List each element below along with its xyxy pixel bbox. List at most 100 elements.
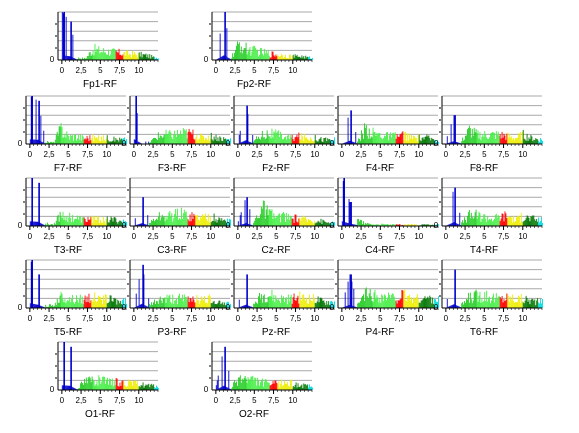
- spectrum-bar: [243, 380, 244, 390]
- spectrum-bar: [417, 294, 418, 308]
- spectrum-bar: [64, 299, 65, 308]
- spectrum-bar: [289, 55, 290, 60]
- spectrum-bar: [363, 221, 364, 226]
- spectrum-bar: [373, 302, 374, 308]
- spectrum-bar: [69, 140, 70, 144]
- spectrum-bar: [321, 219, 322, 226]
- spectrum-bar: [84, 217, 85, 226]
- spectrum-bar: [93, 217, 94, 226]
- spectrum-bar: [78, 303, 79, 308]
- spectrum-bar: [414, 298, 415, 308]
- x-tick-label: 10: [134, 396, 143, 405]
- spectrum-bar: [111, 296, 112, 308]
- spectrum-bar: [56, 135, 57, 144]
- spectrum-bar: [531, 136, 532, 144]
- spectrum-bar: [86, 302, 87, 308]
- spectrum-bar: [184, 210, 185, 226]
- spectrum-bar: [494, 302, 495, 308]
- spectrum-bar: [159, 299, 160, 308]
- spectrum-bar: [431, 303, 432, 308]
- spectrum-bar: [282, 139, 283, 144]
- spectrum-bar: [520, 303, 521, 308]
- spectrum-bar: [89, 220, 90, 226]
- spectrum-bar: [197, 141, 198, 145]
- x-tick-label: 2,5: [148, 150, 160, 159]
- spectrum-bar: [482, 219, 483, 226]
- x-tick-label: 10: [134, 66, 143, 75]
- bar-series: [216, 12, 313, 60]
- spectrum-bar: [35, 222, 36, 226]
- spectrum-bar: [307, 222, 308, 226]
- spectrum-bar: [181, 135, 182, 144]
- panel-label: Pz-RF: [262, 327, 290, 338]
- spectrum-bar: [486, 222, 487, 226]
- spectrum-bar: [264, 137, 265, 144]
- spectrum-bar: [391, 137, 392, 144]
- spectrum-bar: [219, 301, 220, 308]
- spectrum-bar: [376, 299, 377, 308]
- spectrum-bar: [121, 386, 122, 390]
- spectrum-bar: [179, 134, 180, 144]
- spectrum-bar: [64, 220, 65, 226]
- spectrum-bar: [376, 295, 377, 308]
- spectrum-bar: [292, 218, 293, 226]
- spectrum-bar: [272, 129, 273, 144]
- spectrum-bar: [406, 301, 407, 308]
- spectrum-bar: [127, 50, 128, 60]
- spectrum-bar: [422, 138, 423, 144]
- spectrum-bar: [187, 218, 188, 226]
- spectrum-bar: [518, 216, 519, 226]
- spectrum-bar: [472, 129, 473, 144]
- spectrum-bar: [485, 301, 486, 308]
- y-tick-label: 0: [122, 139, 127, 148]
- spectrum-bar: [515, 302, 516, 308]
- spectrum-bar: [256, 215, 257, 226]
- spectrum-bar: [413, 136, 414, 144]
- spectrum-bar: [274, 217, 275, 226]
- spectrum-bar: [291, 216, 292, 226]
- spectrum-bar: [88, 377, 89, 390]
- spectrum-bar: [285, 137, 286, 144]
- spectrum-bar: [37, 222, 38, 226]
- spectrum-bar: [104, 377, 105, 390]
- spectrum-bar: [358, 219, 359, 226]
- delta-peak-bar: [31, 260, 33, 308]
- spectrum-bar: [239, 135, 240, 144]
- spectrum-bar: [376, 136, 377, 144]
- spectrum-bar: [224, 55, 225, 60]
- spectrum-bar: [529, 218, 530, 226]
- spectrum-bar: [529, 137, 530, 144]
- spectrum-bar: [348, 282, 349, 308]
- spectrum-bar: [495, 215, 496, 226]
- spectrum-bar: [155, 138, 156, 144]
- spectrum-bar: [108, 385, 109, 390]
- x-tick-label: 2,5: [460, 150, 472, 159]
- spectrum-bar: [402, 290, 403, 308]
- spectrum-bar: [492, 297, 493, 308]
- spectrum-bar: [505, 136, 506, 144]
- spectrum-bar: [254, 378, 255, 390]
- spectrum-bar: [194, 216, 195, 226]
- spectrum-bar: [262, 131, 263, 144]
- x-tick-label: 5: [482, 232, 487, 241]
- spectrum-bar: [400, 299, 401, 308]
- spectrum-bar: [383, 301, 384, 308]
- panel-label: F4-RF: [366, 163, 394, 174]
- spectrum-bar: [299, 218, 300, 226]
- x-tick-label: 0: [444, 232, 449, 241]
- spectrum-bar: [135, 381, 136, 390]
- spectrum-bar: [82, 383, 83, 390]
- spectrum-bar: [507, 133, 508, 144]
- spectrum-bar: [89, 294, 90, 308]
- spectrum-bar: [76, 219, 77, 226]
- spectrum-bar: [103, 217, 104, 226]
- spectrum-bar: [359, 139, 360, 144]
- spectrum-bar: [128, 380, 129, 390]
- spectrum-bar: [146, 385, 147, 390]
- spectrum-bar: [326, 223, 327, 226]
- spectrum-bar: [244, 48, 245, 60]
- spectrum-bar: [79, 298, 80, 308]
- spectrum-bar: [90, 52, 91, 60]
